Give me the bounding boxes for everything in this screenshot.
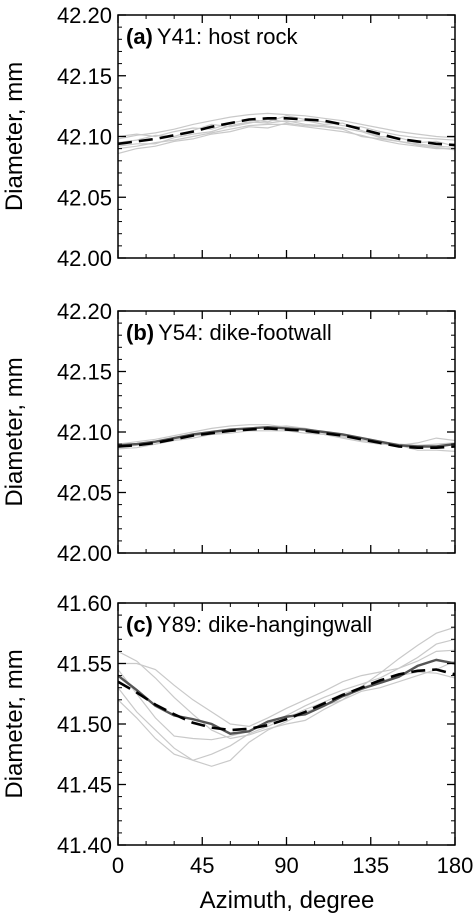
- series-line-0: [118, 668, 455, 732]
- series-group: [118, 112, 455, 155]
- series-group: [118, 626, 455, 767]
- chart-panel-0: 42.00 42.05 42.10 42.15 42.20 (a) Y41: host ro…: [1, 3, 456, 271]
- panel-letter: (a): [126, 24, 153, 49]
- panel-title: (b) Y54: dike-footwall: [126, 320, 332, 345]
- panel-title: (a) Y41: host rock: [126, 24, 299, 49]
- panel-title-text: Y54: dike-footwall: [158, 320, 332, 345]
- y-tick-label: 42.10: [57, 125, 112, 150]
- plot-frame: [117, 310, 456, 554]
- series-line-4: [118, 649, 455, 728]
- series-line-3: [118, 115, 455, 141]
- panel-title-text: Y89: dike-hangingwall: [157, 612, 372, 637]
- panel-letter: (b): [126, 320, 154, 345]
- chart-panel-2: 41.40 41.45 41.50 41.55 41.60 0 45 90 135 180 (c) Y…: [1, 591, 473, 878]
- chart-panel-1: 42.00 42.05 42.10 42.15 42.20 (b) Y54: dike-fo…: [1, 299, 456, 566]
- y-axis-title: Diameter, mm: [1, 649, 28, 798]
- y-tick-label: 42.20: [57, 3, 112, 28]
- y-tick-label: 42.15: [57, 64, 112, 89]
- y-tick-label: 42.00: [57, 246, 112, 271]
- y-axis-title: Diameter, mm: [1, 62, 28, 211]
- y-tick-label: 41.50: [57, 712, 112, 737]
- x-tick-label: 135: [352, 853, 389, 878]
- panels: 42.00 42.05 42.10 42.15 42.20 (a) Y41: host ro…: [1, 3, 473, 878]
- series-line-4: [118, 122, 455, 155]
- y-tick-label: 42.20: [57, 299, 112, 324]
- y-tick-label: 42.10: [57, 420, 112, 445]
- x-tick-label: 0: [112, 853, 124, 878]
- x-tick-label: 90: [274, 853, 298, 878]
- x-tick-label: 45: [190, 853, 214, 878]
- y-tick-label: 41.55: [57, 652, 112, 677]
- series-line-5: [118, 660, 455, 767]
- y-tick-label: 41.45: [57, 773, 112, 798]
- series-line-6: [118, 626, 455, 740]
- y-tick-label: 42.15: [57, 360, 112, 385]
- panel-title-text: Y41: host rock: [157, 24, 299, 49]
- series-line-0: [118, 117, 455, 147]
- series-line-2: [118, 123, 455, 150]
- y-tick-label: 42.05: [57, 185, 112, 210]
- x-tick-label: 180: [437, 853, 474, 878]
- y-axis-title: Diameter, mm: [1, 357, 28, 506]
- series-line-1: [118, 112, 455, 140]
- y-tick-label: 42.00: [57, 541, 112, 566]
- y-tick-label: 41.40: [57, 833, 112, 858]
- x-axis-title: Azimuth, degree: [200, 887, 375, 914]
- panel-title: (c) Y89: dike-hangingwall: [126, 612, 372, 637]
- series-group: [118, 424, 455, 452]
- series-line-0: [118, 427, 455, 450]
- y-tick-label: 41.60: [57, 591, 112, 616]
- series-line-1: [118, 658, 455, 735]
- series-line-6: [118, 120, 455, 148]
- panel-letter: (c): [126, 612, 153, 637]
- y-tick-label: 42.05: [57, 481, 112, 506]
